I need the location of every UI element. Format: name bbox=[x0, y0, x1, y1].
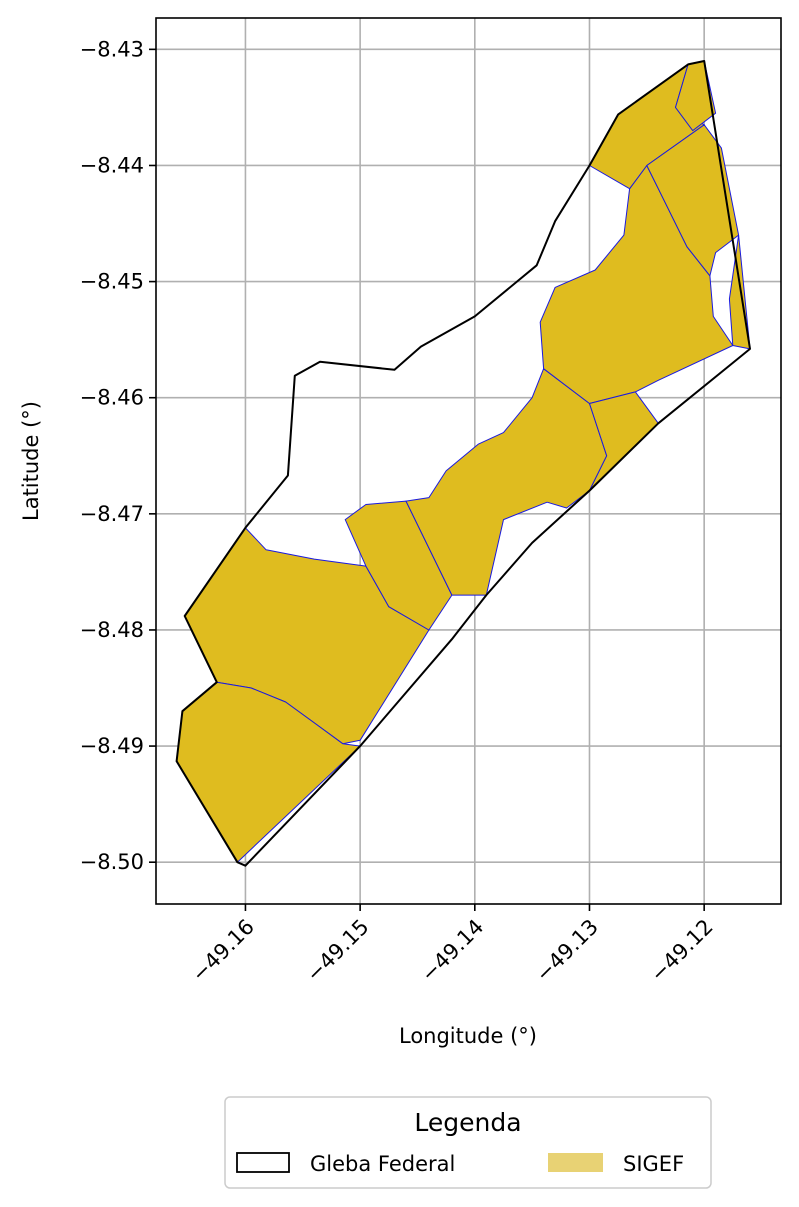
y-tick-label-6: −8.49 bbox=[80, 734, 144, 758]
sigef-parcel-3 bbox=[405, 368, 608, 596]
y-tick-label-5: −8.48 bbox=[80, 618, 144, 642]
y-tick-label-2: −8.45 bbox=[80, 270, 144, 294]
x-tick-label-4: −49.12 bbox=[646, 915, 718, 987]
legend: Legenda Gleba Federal SIGEF bbox=[224, 1096, 712, 1189]
gleba-federal-outline bbox=[175, 60, 751, 867]
sigef-parcel-7 bbox=[646, 124, 740, 277]
y-tick-label-1: −8.44 bbox=[80, 153, 144, 177]
gleba-federal-layer bbox=[175, 60, 751, 867]
x-axis-ticks: −49.16 −49.15 −49.14 −49.13 −49.12 bbox=[187, 904, 718, 986]
x-tick-label-1: −49.15 bbox=[302, 915, 374, 987]
y-axis-ticks: −8.43 −8.44 −8.45 −8.46 −8.47 −8.48 −8.49 −8.50 bbox=[80, 37, 156, 874]
x-tick-label-0: −49.16 bbox=[187, 915, 259, 987]
sigef-parcel-2 bbox=[344, 500, 453, 631]
y-tick-label-3: −8.46 bbox=[80, 386, 144, 410]
legend-title: Legenda bbox=[414, 1108, 521, 1137]
y-axis-label: Latitude (°) bbox=[19, 401, 43, 521]
legend-swatch-gleba-federal bbox=[236, 1152, 290, 1173]
legend-swatch-sigef bbox=[548, 1153, 603, 1172]
y-tick-label-4: −8.47 bbox=[80, 502, 144, 526]
y-tick-label-0: −8.43 bbox=[80, 37, 144, 61]
y-tick-label-7: −8.50 bbox=[80, 850, 144, 874]
legend-label-sigef: SIGEF bbox=[623, 1152, 684, 1176]
x-tick-label-3: −49.13 bbox=[531, 915, 603, 987]
x-tick-label-2: −49.14 bbox=[416, 915, 488, 987]
legend-label-gleba-federal: Gleba Federal bbox=[310, 1152, 455, 1176]
sigef-layer bbox=[176, 60, 751, 863]
plot-frame bbox=[155, 17, 782, 905]
x-axis-label: Longitude (°) bbox=[399, 1024, 537, 1048]
